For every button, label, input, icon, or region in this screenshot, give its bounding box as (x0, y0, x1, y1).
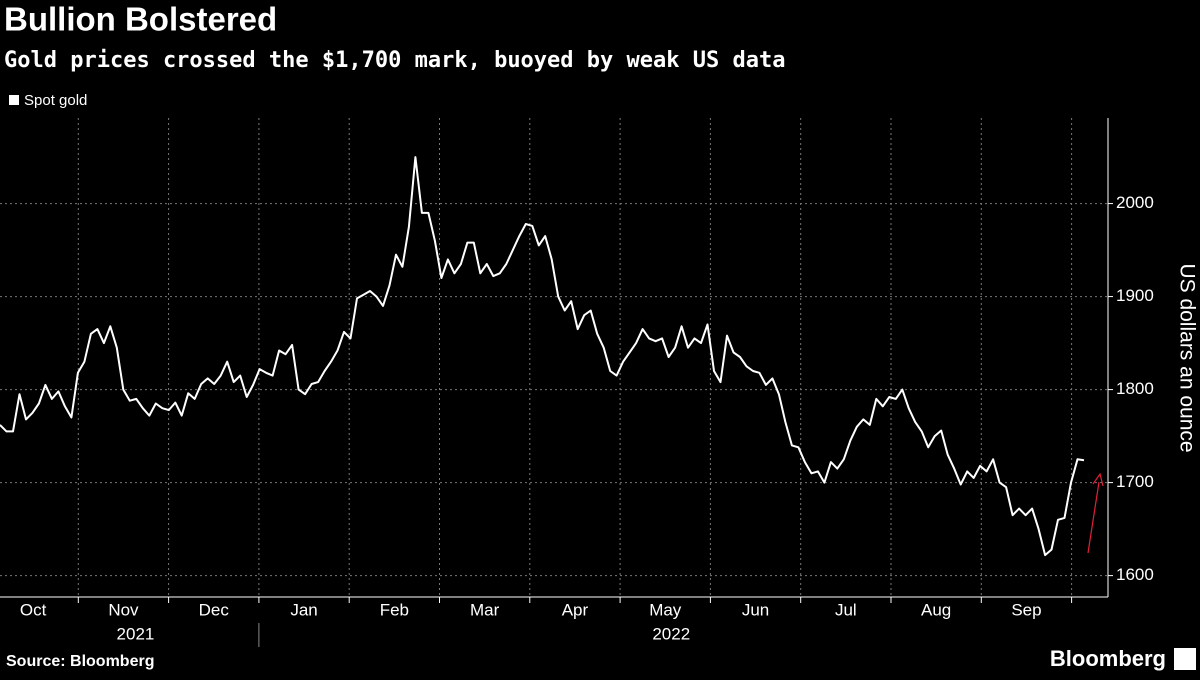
x-tick-label: May (649, 600, 682, 619)
price-line (0, 156, 1085, 557)
x-tick-label: Jul (835, 600, 857, 619)
x-tick-label: Mar (470, 600, 500, 619)
y-tick-label: 1600 (1116, 565, 1154, 584)
annotation-arrow (1087, 481, 1100, 554)
x-tick-label: Nov (108, 600, 139, 619)
brand-icon (1174, 648, 1196, 670)
y-tick-label: 1700 (1116, 472, 1154, 491)
y-axis-label: US dollars an ounce (1175, 263, 1198, 452)
x-tick-label: Dec (199, 600, 230, 619)
year-label: 2021 (117, 624, 155, 643)
annotation-arrowhead (1092, 472, 1104, 487)
year-label: 2022 (652, 624, 690, 643)
source: Source: Bloomberg (6, 653, 154, 670)
x-tick-label: Sep (1011, 600, 1041, 619)
x-tick-label: Aug (921, 600, 951, 619)
brand: Bloomberg (1050, 646, 1166, 671)
y-tick-label: 1800 (1116, 379, 1154, 398)
chart-subtitle: Gold prices crossed the $1,700 mark, buo… (4, 48, 785, 73)
x-tick-label: Jun (742, 600, 769, 619)
y-tick-label: 2000 (1116, 193, 1154, 212)
y-tick-label: 1900 (1116, 286, 1154, 305)
legend-label: Spot gold (24, 92, 87, 109)
legend-swatch (9, 95, 19, 105)
x-tick-label: Feb (380, 600, 409, 619)
x-tick-label: Apr (562, 600, 589, 619)
chart-title: Bullion Bolstered (4, 1, 277, 38)
x-tick-label: Jan (290, 600, 317, 619)
x-tick-label: Oct (20, 600, 47, 619)
